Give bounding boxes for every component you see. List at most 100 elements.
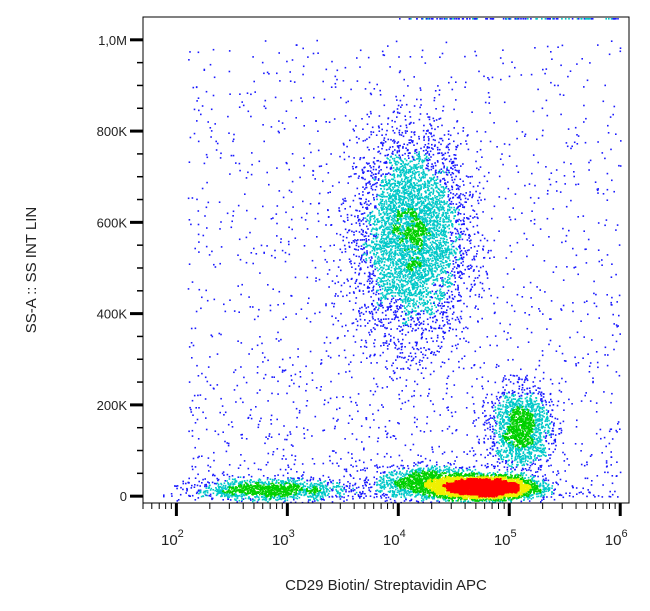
event-point [390, 456, 392, 458]
event-point [498, 230, 500, 232]
event-point [204, 478, 206, 480]
event-point [432, 189, 435, 192]
event-point [585, 392, 587, 394]
event-point [534, 457, 536, 459]
event-point [400, 315, 402, 317]
event-point [530, 475, 532, 478]
event-point [556, 418, 559, 420]
event-point [431, 163, 433, 165]
event-point [506, 470, 509, 473]
event-point [443, 188, 446, 191]
event-point [374, 246, 376, 249]
event-point [353, 248, 356, 250]
event-point [229, 299, 231, 301]
event-point [401, 356, 403, 359]
event-point [232, 154, 235, 157]
event-point [300, 97, 302, 99]
event-point [188, 219, 191, 221]
event-point [422, 177, 425, 179]
event-point [448, 274, 450, 276]
event-point [369, 277, 371, 280]
event-point [520, 397, 523, 400]
event-point [358, 262, 361, 265]
event-point [529, 455, 531, 457]
event-point [386, 452, 388, 455]
event-point [357, 216, 359, 219]
event-point [371, 241, 373, 244]
event-point [575, 364, 577, 367]
event-point [381, 490, 383, 492]
event-point [533, 476, 536, 478]
event-point [352, 291, 355, 293]
event-point [479, 239, 482, 242]
event-point [399, 281, 401, 283]
event-point [381, 50, 384, 53]
event-point [492, 455, 494, 457]
event-point [272, 288, 274, 290]
event-point [398, 56, 400, 58]
event-point [446, 318, 448, 321]
event-point [209, 63, 212, 66]
event-point [547, 426, 550, 429]
event-point [493, 444, 496, 447]
event-point [460, 271, 462, 273]
event-point [523, 286, 525, 288]
event-point [458, 188, 460, 191]
event-point [375, 493, 378, 495]
event-point [562, 304, 565, 307]
event-point [291, 59, 294, 61]
event-point [440, 277, 442, 279]
event-point [540, 399, 542, 401]
event-point [426, 341, 428, 343]
event-point [504, 389, 506, 391]
event-point [304, 219, 307, 221]
event-point [213, 459, 215, 462]
event-point [438, 466, 441, 468]
event-point [397, 292, 400, 295]
event-point [409, 352, 412, 354]
event-point [381, 204, 383, 207]
event-point [535, 471, 537, 473]
event-point [336, 337, 339, 340]
event-point [211, 481, 214, 484]
event-point [506, 273, 509, 275]
event-point [552, 482, 554, 484]
event-point [463, 273, 465, 275]
event-point [552, 404, 555, 406]
event-point [407, 325, 410, 328]
event-point [601, 152, 604, 154]
event-point [378, 130, 381, 132]
event-point [363, 260, 366, 263]
event-point [367, 182, 369, 184]
event-point [277, 130, 280, 133]
event-point [361, 118, 363, 120]
event-point [450, 206, 453, 209]
event-point [375, 464, 378, 466]
event-point [469, 235, 471, 237]
event-point [475, 160, 477, 163]
event-point [250, 408, 252, 411]
event-point [552, 471, 554, 473]
event-point [222, 431, 224, 433]
event-point [376, 198, 378, 201]
event-point [371, 240, 373, 242]
event-point [418, 160, 420, 163]
event-point [300, 475, 303, 477]
event-point [331, 462, 334, 465]
event-point [208, 486, 210, 488]
event-point [364, 303, 366, 306]
event-point [500, 78, 502, 81]
event-point [390, 300, 393, 303]
event-point [565, 492, 567, 495]
event-point [278, 120, 280, 122]
event-point [329, 397, 332, 400]
event-point [355, 125, 357, 127]
event-point [458, 265, 460, 268]
event-point [578, 491, 581, 494]
event-point [402, 147, 404, 149]
event-point [384, 280, 386, 282]
event-point [365, 341, 368, 344]
event-point [210, 487, 213, 490]
event-point [242, 401, 244, 404]
event-point [551, 409, 554, 412]
